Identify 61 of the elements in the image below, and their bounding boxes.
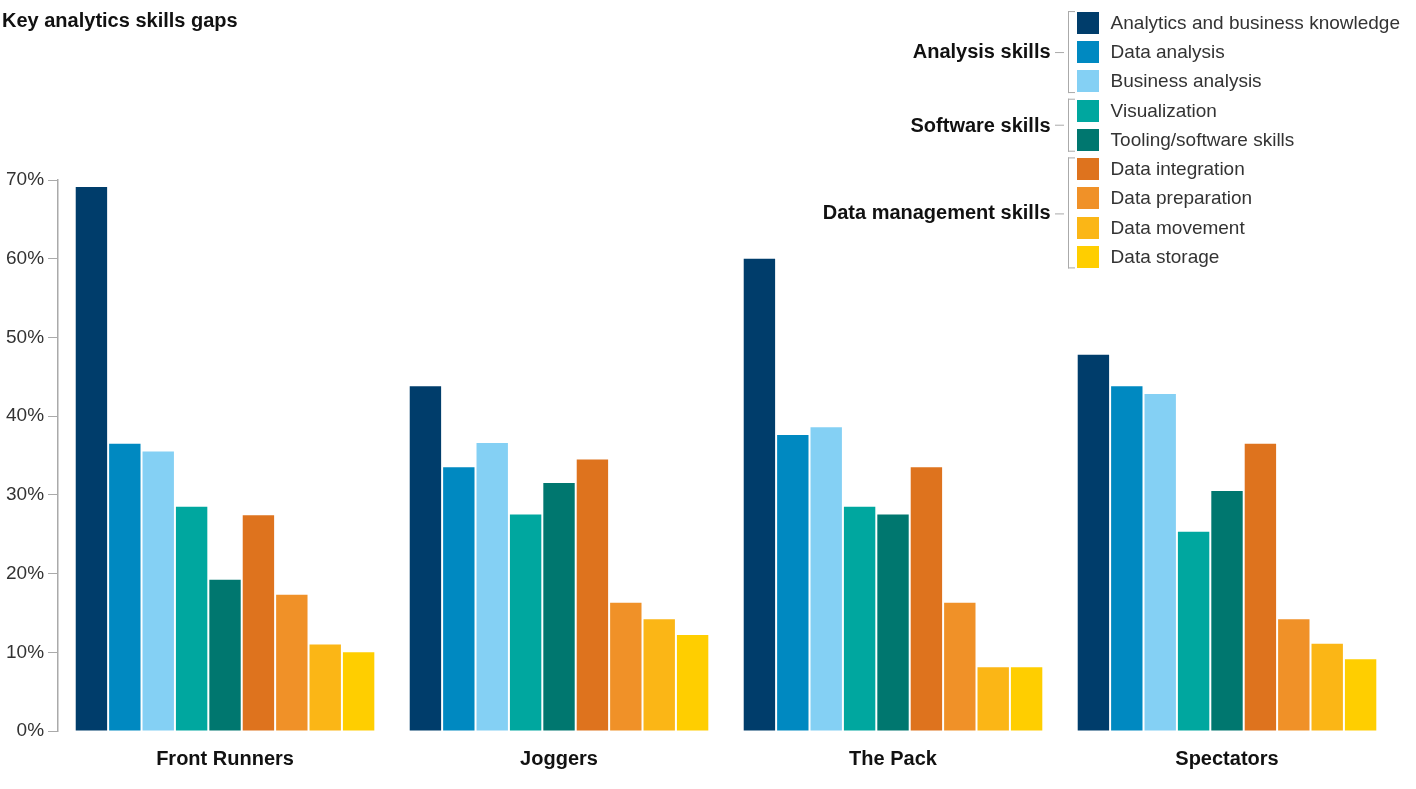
x-tick-label: Front Runners <box>156 746 294 769</box>
bar <box>576 459 609 731</box>
y-tick-label: 10% <box>6 640 45 662</box>
bar <box>843 506 876 731</box>
bar <box>977 667 1009 731</box>
x-tick-label: Spectators <box>1175 746 1279 769</box>
bar <box>309 644 341 731</box>
bar <box>1010 667 1043 731</box>
bar <box>643 619 675 731</box>
legend-label: Data integration <box>1110 158 1245 181</box>
y-tick-label: 70% <box>6 168 45 190</box>
bar <box>1244 443 1277 731</box>
y-tick-label: 40% <box>6 404 45 426</box>
bar <box>1311 643 1343 731</box>
bar <box>810 427 842 731</box>
x-tick-label: The Pack <box>849 746 938 769</box>
legend-label: Data movement <box>1110 216 1245 239</box>
bar <box>409 386 442 731</box>
chart-title: Key analytics skills gaps <box>2 9 238 32</box>
y-tick-label: 0% <box>16 719 45 741</box>
bar <box>1077 354 1110 731</box>
legend-label: Tooling/software skills <box>1110 128 1295 151</box>
legend-label: Analytics and business knowledge <box>1110 11 1400 34</box>
bar <box>1344 659 1377 731</box>
bar <box>175 506 208 731</box>
bar <box>109 443 141 731</box>
bar <box>676 634 709 731</box>
bar <box>1278 619 1310 731</box>
y-tick-label: 50% <box>6 325 45 347</box>
bar <box>877 514 909 731</box>
bar <box>1111 386 1143 731</box>
bar <box>944 602 976 731</box>
bar <box>1211 490 1243 731</box>
legend-label: Visualization <box>1110 99 1217 122</box>
bar <box>509 514 542 731</box>
legend-label: Business analysis <box>1110 70 1262 93</box>
y-tick-label: 30% <box>6 483 45 505</box>
bar <box>910 467 943 731</box>
bar <box>777 435 809 731</box>
y-tick-label: 60% <box>6 246 45 268</box>
bar <box>543 483 575 731</box>
bar <box>610 602 642 731</box>
text: Software skills <box>910 113 1051 137</box>
bar <box>242 515 275 731</box>
annotation: Data management skills <box>822 201 1051 225</box>
legend-label: Data preparation <box>1110 187 1253 210</box>
bar <box>75 187 108 731</box>
text: Analysis skills <box>912 40 1051 64</box>
bar <box>1144 394 1176 731</box>
bar <box>209 579 241 731</box>
bar <box>1177 531 1210 731</box>
x-tick-label: Joggers <box>520 746 598 769</box>
bar <box>342 652 375 731</box>
bar <box>476 442 508 731</box>
bar <box>443 467 475 731</box>
bar <box>142 451 174 731</box>
y-tick-label: 20% <box>6 561 45 583</box>
bar <box>276 594 308 731</box>
legend-label: Data storage <box>1110 246 1220 269</box>
legend-label: Data analysis <box>1110 40 1225 63</box>
bar <box>743 258 776 731</box>
